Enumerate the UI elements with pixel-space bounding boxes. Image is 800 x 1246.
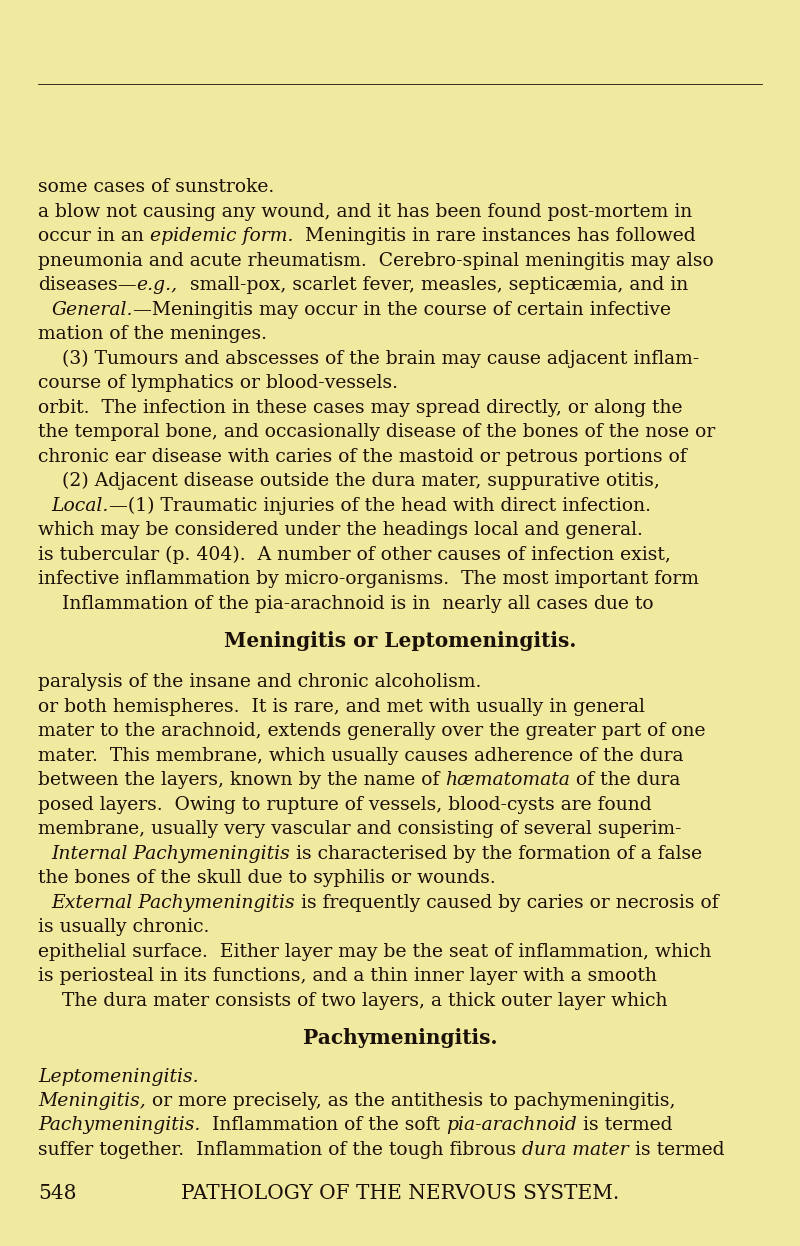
Text: of the dura: of the dura — [570, 771, 681, 789]
Text: is frequently caused by caries or necrosis of: is frequently caused by caries or necros… — [295, 893, 718, 912]
Text: External Pachymeningitis: External Pachymeningitis — [51, 893, 295, 912]
Text: PATHOLOGY OF THE NERVOUS SYSTEM.: PATHOLOGY OF THE NERVOUS SYSTEM. — [181, 1184, 619, 1202]
Text: 548: 548 — [38, 1184, 77, 1202]
Text: mater.  This membrane, which usually causes adherence of the dura: mater. This membrane, which usually caus… — [38, 746, 683, 765]
Text: (2) Adjacent disease outside the dura mater, suppurative otitis,: (2) Adjacent disease outside the dura ma… — [38, 472, 660, 491]
Text: Inflammation of the pia-arachnoid is in  nearly all cases due to: Inflammation of the pia-arachnoid is in … — [38, 594, 654, 613]
Text: dura mater: dura mater — [522, 1141, 629, 1159]
Text: is termed: is termed — [629, 1141, 724, 1159]
Text: the temporal bone, and occasionally disease of the bones of the nose or: the temporal bone, and occasionally dise… — [38, 424, 715, 441]
Text: the bones of the skull due to syphilis or wounds.: the bones of the skull due to syphilis o… — [38, 868, 496, 887]
Text: e.g.,: e.g., — [137, 277, 178, 294]
Text: Pachymeningitis.: Pachymeningitis. — [38, 1116, 200, 1135]
Text: General.: General. — [51, 300, 133, 319]
Text: suffer together.  Inflammation of the tough fibrous: suffer together. Inflammation of the tou… — [38, 1141, 522, 1159]
Text: Meningitis in rare instances has followed: Meningitis in rare instances has followe… — [294, 227, 696, 245]
Text: mater to the arachnoid, extends generally over the greater part of one: mater to the arachnoid, extends generall… — [38, 721, 706, 740]
Text: is periosteal in its functions, and a thin inner layer with a smooth: is periosteal in its functions, and a th… — [38, 967, 657, 986]
Text: is termed: is termed — [577, 1116, 673, 1135]
Text: between the layers, known by the name of: between the layers, known by the name of — [38, 771, 446, 789]
Text: a blow not causing any wound, and it has been found post-mortem in: a blow not causing any wound, and it has… — [38, 203, 692, 221]
Text: which may be considered under the headings local and general.: which may be considered under the headin… — [38, 521, 643, 540]
Text: or both hemispheres.  It is rare, and met with usually in general: or both hemispheres. It is rare, and met… — [38, 698, 645, 715]
Text: —Meningitis may occur in the course of certain infective: —Meningitis may occur in the course of c… — [133, 300, 670, 319]
Text: or more precisely, as the antithesis to pachymeningitis,: or more precisely, as the antithesis to … — [146, 1091, 675, 1110]
Text: Leptomeningitis.: Leptomeningitis. — [38, 1068, 198, 1085]
Text: mation of the meninges.: mation of the meninges. — [38, 325, 267, 343]
Text: epithelial surface.  Either layer may be the seat of inflammation, which: epithelial surface. Either layer may be … — [38, 942, 711, 961]
Text: small-pox, scarlet fever, measles, septicæmia, and in: small-pox, scarlet fever, measles, septi… — [178, 277, 688, 294]
Text: course of lymphatics or blood-vessels.: course of lymphatics or blood-vessels. — [38, 374, 398, 392]
Text: (3) Tumours and abscesses of the brain may cause adjacent inflam-: (3) Tumours and abscesses of the brain m… — [38, 350, 699, 368]
Text: posed layers.  Owing to rupture of vessels, blood-cysts are found: posed layers. Owing to rupture of vessel… — [38, 795, 652, 814]
Text: The dura mater consists of two layers, a thick outer layer which: The dura mater consists of two layers, a… — [38, 992, 667, 1009]
Text: is tubercular (p. 404).  A number of other causes of infection exist,: is tubercular (p. 404). A number of othe… — [38, 546, 671, 564]
Text: Inflammation of the soft: Inflammation of the soft — [200, 1116, 446, 1135]
Text: paralysis of the insane and chronic alcoholism.: paralysis of the insane and chronic alco… — [38, 673, 482, 692]
Text: pia-arachnoid: pia-arachnoid — [446, 1116, 577, 1135]
Text: orbit.  The infection in these cases may spread directly, or along the: orbit. The infection in these cases may … — [38, 399, 682, 416]
Text: occur in an: occur in an — [38, 227, 150, 245]
Text: hæmatomata: hæmatomata — [446, 771, 570, 789]
Text: chronic ear disease with caries of the mastoid or petrous portions of: chronic ear disease with caries of the m… — [38, 447, 686, 466]
Text: Internal Pachymeningitis: Internal Pachymeningitis — [51, 845, 290, 862]
Text: infective inflammation by micro-organisms.  The most important form: infective inflammation by micro-organism… — [38, 571, 699, 588]
Text: Meningitis,: Meningitis, — [38, 1091, 146, 1110]
Text: some cases of sunstroke.: some cases of sunstroke. — [38, 178, 274, 196]
Text: is characterised by the formation of a false: is characterised by the formation of a f… — [290, 845, 702, 862]
Text: Pachymeningitis.: Pachymeningitis. — [302, 1028, 498, 1048]
Text: pneumonia and acute rheumatism.  Cerebro-spinal meningitis may also: pneumonia and acute rheumatism. Cerebro-… — [38, 252, 714, 269]
Text: epidemic form.: epidemic form. — [150, 227, 294, 245]
Text: —(1) Traumatic injuries of the head with direct infection.: —(1) Traumatic injuries of the head with… — [109, 497, 650, 515]
Text: is usually chronic.: is usually chronic. — [38, 918, 210, 936]
Text: membrane, usually very vascular and consisting of several superim-: membrane, usually very vascular and cons… — [38, 820, 682, 839]
Text: Local.: Local. — [51, 497, 109, 515]
Text: Meningitis or Leptomeningitis.: Meningitis or Leptomeningitis. — [224, 632, 576, 652]
Text: diseases—: diseases— — [38, 277, 137, 294]
